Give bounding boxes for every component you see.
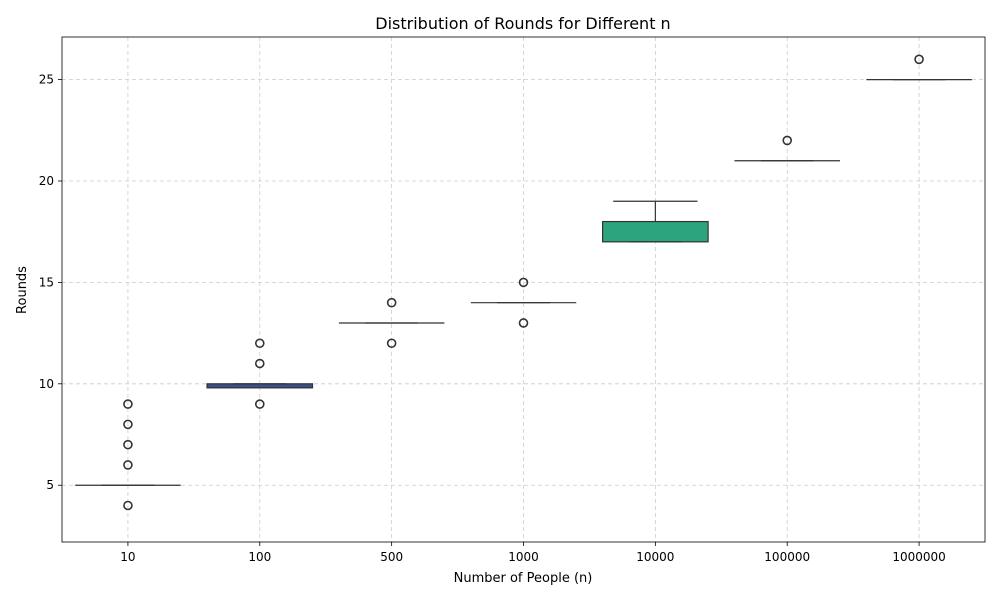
y-axis-ticks: 5 10 15 20 25 — [39, 73, 62, 492]
chart-title: Distribution of Rounds for Different n — [375, 14, 670, 33]
y-tick-label: 15 — [39, 275, 54, 289]
box-10 — [75, 399, 181, 511]
x-tick-label: 10 — [120, 550, 135, 564]
outlier-point — [914, 54, 924, 65]
outlier-point — [254, 338, 265, 349]
box-100000 — [734, 135, 840, 162]
box-1000000 — [866, 54, 972, 81]
x-tick-label: 500 — [380, 550, 403, 564]
outlier-point — [123, 419, 133, 430]
plot-frame — [61, 36, 986, 543]
x-axis-ticks: 10 100 500 1000 10000 100000 1000000 — [120, 542, 946, 564]
outlier-point — [386, 297, 397, 308]
outlier-point — [123, 500, 133, 511]
outlier-point — [518, 318, 529, 328]
box-body — [602, 220, 709, 243]
boxes — [75, 54, 972, 511]
box-body — [206, 383, 314, 389]
outlier-point — [254, 399, 265, 409]
x-tick-label: 100000 — [764, 550, 810, 564]
outlier-point — [518, 277, 529, 288]
grid-lines — [62, 37, 985, 542]
outlier-point — [386, 338, 397, 349]
x-axis-label: Number of People (n) — [454, 571, 593, 586]
box-1000 — [470, 277, 577, 328]
y-tick-label: 25 — [39, 73, 54, 87]
x-tick-label: 10000 — [636, 550, 674, 564]
y-tick-label: 10 — [39, 377, 54, 391]
outlier-point — [254, 358, 265, 369]
box-10000 — [602, 200, 709, 243]
x-tick-label: 100 — [248, 550, 271, 564]
y-tick-label: 20 — [39, 174, 54, 188]
outlier-point — [123, 439, 133, 450]
outlier-point — [123, 399, 133, 409]
y-axis-label: Rounds — [15, 266, 30, 314]
x-tick-label: 1000000 — [892, 550, 945, 564]
x-tick-label: 1000 — [508, 550, 539, 564]
y-tick-label: 5 — [46, 478, 54, 492]
outlier-point — [782, 135, 793, 146]
box-100 — [206, 338, 314, 409]
outlier-point — [123, 460, 133, 470]
box-500 — [338, 297, 445, 349]
